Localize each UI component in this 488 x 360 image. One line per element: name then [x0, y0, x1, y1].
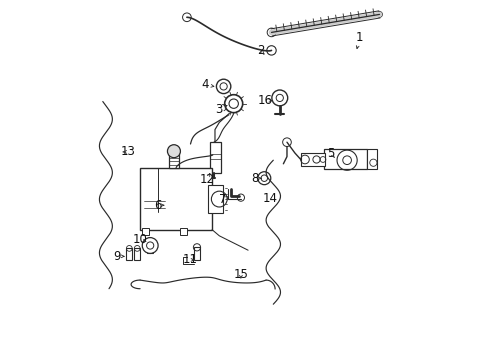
Text: 2: 2: [256, 44, 264, 57]
Text: 11: 11: [182, 253, 197, 266]
Text: 4: 4: [201, 78, 208, 91]
Text: 7: 7: [219, 193, 226, 206]
Text: 9: 9: [113, 250, 120, 263]
Text: 13: 13: [121, 145, 136, 158]
FancyBboxPatch shape: [134, 248, 140, 260]
Text: 5: 5: [326, 147, 334, 159]
Text: 3: 3: [215, 103, 223, 116]
FancyBboxPatch shape: [208, 185, 223, 213]
FancyBboxPatch shape: [140, 168, 212, 230]
FancyBboxPatch shape: [142, 228, 149, 235]
FancyBboxPatch shape: [168, 151, 179, 168]
Text: 15: 15: [233, 268, 248, 281]
FancyBboxPatch shape: [366, 149, 376, 169]
Text: 16: 16: [257, 94, 272, 107]
FancyBboxPatch shape: [179, 228, 186, 235]
FancyBboxPatch shape: [210, 142, 221, 173]
Text: 12: 12: [199, 173, 214, 186]
Text: 6: 6: [153, 199, 161, 212]
Text: 8: 8: [251, 172, 259, 185]
FancyBboxPatch shape: [194, 247, 200, 260]
FancyBboxPatch shape: [126, 248, 132, 260]
Circle shape: [167, 145, 180, 158]
FancyBboxPatch shape: [323, 149, 366, 169]
Text: 14: 14: [263, 192, 277, 204]
Text: 1: 1: [355, 31, 363, 44]
Text: 10: 10: [132, 233, 147, 246]
FancyBboxPatch shape: [301, 153, 324, 166]
